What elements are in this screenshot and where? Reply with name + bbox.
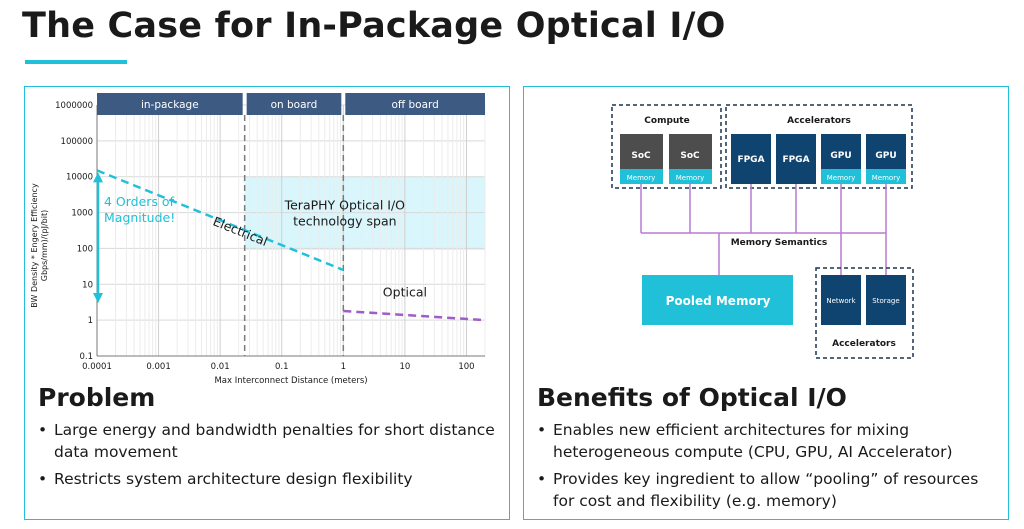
accelerators-bottom-label: Accelerators — [832, 339, 896, 349]
magnitude-arrow-head-down — [93, 293, 103, 304]
soc-memory-1 — [620, 169, 663, 184]
problem-bullet-1-text: Large energy and bandwidth penalties for… — [54, 421, 495, 461]
y-tick-label: 100 — [77, 244, 93, 254]
benefits-bullets: • Enables new efficient architectures for… — [537, 419, 999, 517]
teraphy-span-box — [244, 176, 485, 251]
region-band-2 — [345, 93, 485, 115]
y-tick-label: 1000000 — [55, 101, 93, 111]
x-tick-label: 0.1 — [275, 362, 289, 372]
x-tick-label: 10 — [399, 362, 410, 372]
benefits-bullet-1-text: Enables new efficient architectures for … — [553, 421, 953, 461]
soc-memory-2 — [669, 169, 712, 184]
magnitude-arrow-head-up — [93, 172, 103, 183]
y-tick-label: 10 — [82, 280, 93, 290]
page-title: The Case for In-Package Optical I/O — [22, 6, 726, 46]
gpu-memory-2 — [866, 169, 906, 184]
x-tick-label: 100 — [458, 362, 474, 372]
problem-bullets: • Large energy and bandwidth penalties fo… — [38, 419, 498, 495]
span-label-line2: technology span — [293, 214, 396, 229]
problem-panel: 1000000 100000 10000 1000 100 10 1 0.1 0.0001 0.0… — [24, 86, 510, 520]
benefits-bullet-1: • Enables new efficient architectures for… — [537, 421, 953, 461]
fpga-unit-2-label: FPGA — [782, 155, 809, 165]
problem-bullet-1: • Large energy and bandwidth penalties fo… — [38, 421, 495, 461]
storage-unit-label: Storage — [872, 297, 899, 305]
y-axis-title: BW Density * Engery Efficiency — [30, 183, 39, 308]
benefits-bullet-2-text: Provides key ingredient to allow “poolin… — [553, 470, 979, 510]
benefits-heading: Benefits of Optical I/O — [537, 383, 847, 412]
series-line-optical — [343, 309, 486, 322]
y-tick-label: 10000 — [66, 173, 93, 183]
fpga-unit-1-label: FPGA — [737, 155, 764, 165]
y-tick-label: 1000 — [71, 209, 93, 219]
soc-memory-1-label: Memory — [627, 174, 655, 182]
problem-bullet-2-text: Restricts system architecture design fle… — [54, 470, 413, 488]
span-label-line1: TeraPHY Optical I/O — [284, 198, 406, 213]
soc-unit-2-label: SoC — [680, 151, 700, 161]
network-unit — [821, 275, 861, 325]
architecture-diagram: Compute SoC Memory SoC Memory Accelerato… — [611, 104, 914, 359]
storage-unit — [866, 275, 906, 325]
gpu-memory-1 — [821, 169, 861, 184]
memory-semantics-label: Memory Semantics — [731, 238, 828, 248]
compute-group — [611, 104, 722, 189]
x-tick-label: 0.01 — [211, 362, 230, 372]
y-tick-label: 0.1 — [79, 352, 93, 362]
benefits-panel: Compute SoC Memory SoC Memory Accelerato… — [523, 86, 1009, 520]
gpu-memory-2-label: Memory — [872, 174, 900, 182]
magnitude-label-line2: Magnitude! — [104, 210, 175, 225]
y-axis-units: Gbps/mm)/(pJ/bit) — [40, 210, 49, 281]
gpu-memory-1-label: Memory — [827, 174, 855, 182]
benefits-bullet-2: • Provides key ingredient to allow “pooli… — [537, 470, 979, 510]
region-band-1 — [246, 93, 342, 115]
accelerators-top-label: Accelerators — [787, 116, 851, 126]
y-tick-label: 1 — [88, 316, 93, 326]
compute-label: Compute — [644, 116, 689, 126]
region-label-1: on board — [271, 99, 318, 111]
accelerators-top-group — [725, 104, 913, 189]
soc-memory-2-label: Memory — [676, 174, 704, 182]
y-tick-label: 100000 — [61, 137, 93, 147]
pooled-memory-label: Pooled Memory — [666, 294, 771, 308]
soc-unit-1-label: SoC — [631, 151, 651, 161]
series-line-electrical — [96, 169, 344, 272]
region-band-0 — [97, 93, 243, 115]
memory-semantics-links — [640, 184, 887, 275]
x-tick-label: 0.0001 — [82, 362, 112, 372]
magnitude-label-line1: 4 Orders of — [104, 194, 175, 209]
region-label-0: in-package — [141, 99, 199, 111]
network-unit-label: Network — [826, 297, 856, 305]
x-axis-title: Max Interconnect Distance (meters) — [214, 376, 367, 386]
fpga-unit-1 — [731, 134, 771, 184]
problem-heading: Problem — [38, 383, 156, 412]
optical-label: Optical — [383, 285, 427, 300]
title-underline — [25, 60, 127, 64]
problem-bullet-2: • Restricts system architecture design fl… — [38, 470, 413, 488]
gpu-unit-2-label: GPU — [875, 151, 896, 161]
gpu-unit-1-label: GPU — [830, 151, 851, 161]
accelerators-bottom-group — [815, 267, 914, 359]
region-label-2: off board — [391, 99, 438, 111]
pooled-memory-block — [642, 275, 793, 325]
x-tick-label: 1 — [341, 362, 346, 372]
x-tick-label: 0.001 — [146, 362, 170, 372]
fpga-unit-2 — [776, 134, 816, 184]
